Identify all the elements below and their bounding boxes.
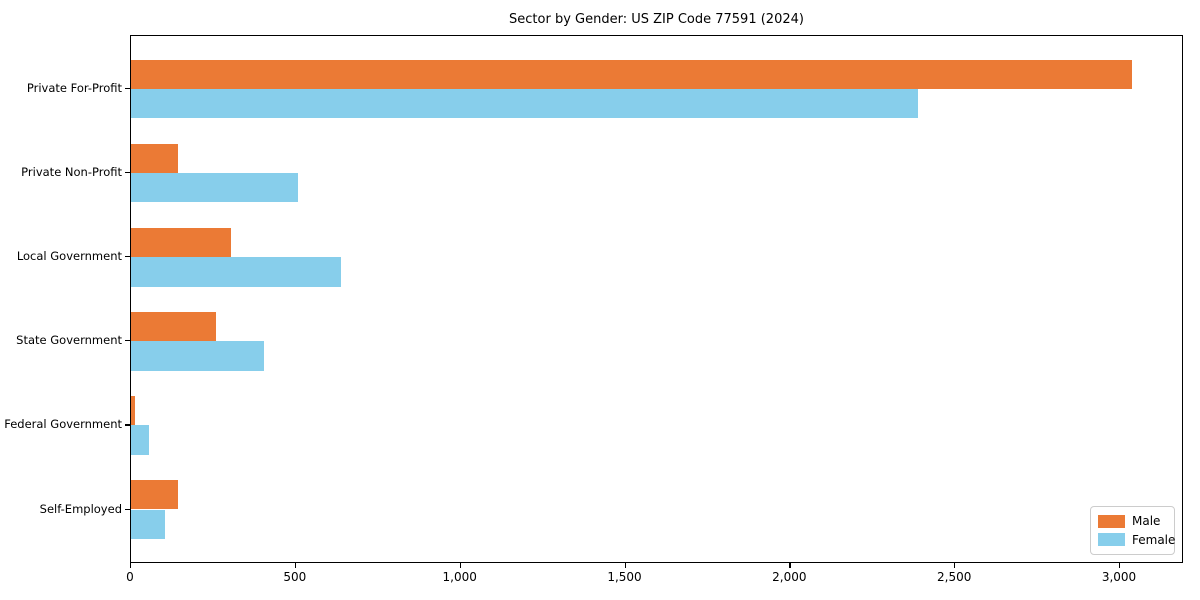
xtick-label-1-000: 1,000: [442, 570, 477, 584]
bar-male-local-government: [131, 227, 231, 258]
ytick-mark: [125, 340, 130, 342]
bar-male-state-government: [131, 311, 216, 342]
plot-area: [130, 35, 1183, 563]
legend-row-male: Male: [1098, 514, 1167, 528]
ytick-mark: [125, 508, 130, 510]
xtick-label-1-500: 1,500: [607, 570, 642, 584]
xtick-label-2-500: 2,500: [936, 570, 972, 584]
bar-male-private-for-profit: [131, 59, 1132, 89]
xtick-mark: [294, 563, 297, 568]
ytick-label-federal-government: Federal Government: [4, 417, 122, 432]
legend-row-female: Female: [1098, 533, 1175, 547]
male-series-swatch: [1098, 514, 1125, 528]
ytick-label-private-for-profit: Private For-Profit: [26, 81, 122, 95]
xtick-mark: [624, 563, 626, 568]
xtick-label-2-000: 2,000: [772, 570, 807, 584]
legend-label-male: Male: [1132, 514, 1161, 529]
bar-female-state-government: [131, 341, 264, 371]
bar-male-self-employed: [131, 480, 179, 510]
xtick-mark: [1119, 563, 1121, 568]
ytick-mark: [125, 256, 130, 258]
bar-male-federal-government: [131, 396, 135, 426]
chart-title: Sector by Gender: US ZIP Code 77591 (202…: [509, 12, 804, 27]
bar-female-self-employed: [131, 509, 165, 539]
bar-male-private-non-profit: [131, 143, 179, 174]
ytick-mark: [125, 424, 130, 426]
xtick-label-0: 0: [126, 570, 134, 584]
ytick-mark: [125, 88, 130, 90]
ytick-label-self-employed: Self-Employed: [39, 501, 122, 516]
xtick-label-500: 500: [283, 570, 307, 584]
bar-female-federal-government: [131, 425, 150, 455]
xtick-mark: [130, 563, 132, 568]
xtick-mark: [954, 563, 956, 568]
legend: Male Female: [1090, 506, 1175, 555]
legend-label-female: Female: [1132, 532, 1176, 547]
ytick-label-state-government: State Government: [16, 333, 122, 348]
bar-female-local-government: [131, 257, 342, 287]
ytick-label-local-government: Local Government: [16, 249, 122, 264]
xtick-label-3-000: 3,000: [1101, 570, 1137, 584]
female-series-swatch: [1098, 533, 1125, 547]
xtick-mark: [789, 563, 791, 568]
xtick-mark: [459, 563, 461, 568]
ytick-mark: [125, 172, 130, 174]
ytick-label-private-non-profit: Private Non-Profit: [21, 165, 122, 180]
bar-female-private-non-profit: [131, 173, 298, 203]
bar-female-private-for-profit: [131, 89, 918, 119]
